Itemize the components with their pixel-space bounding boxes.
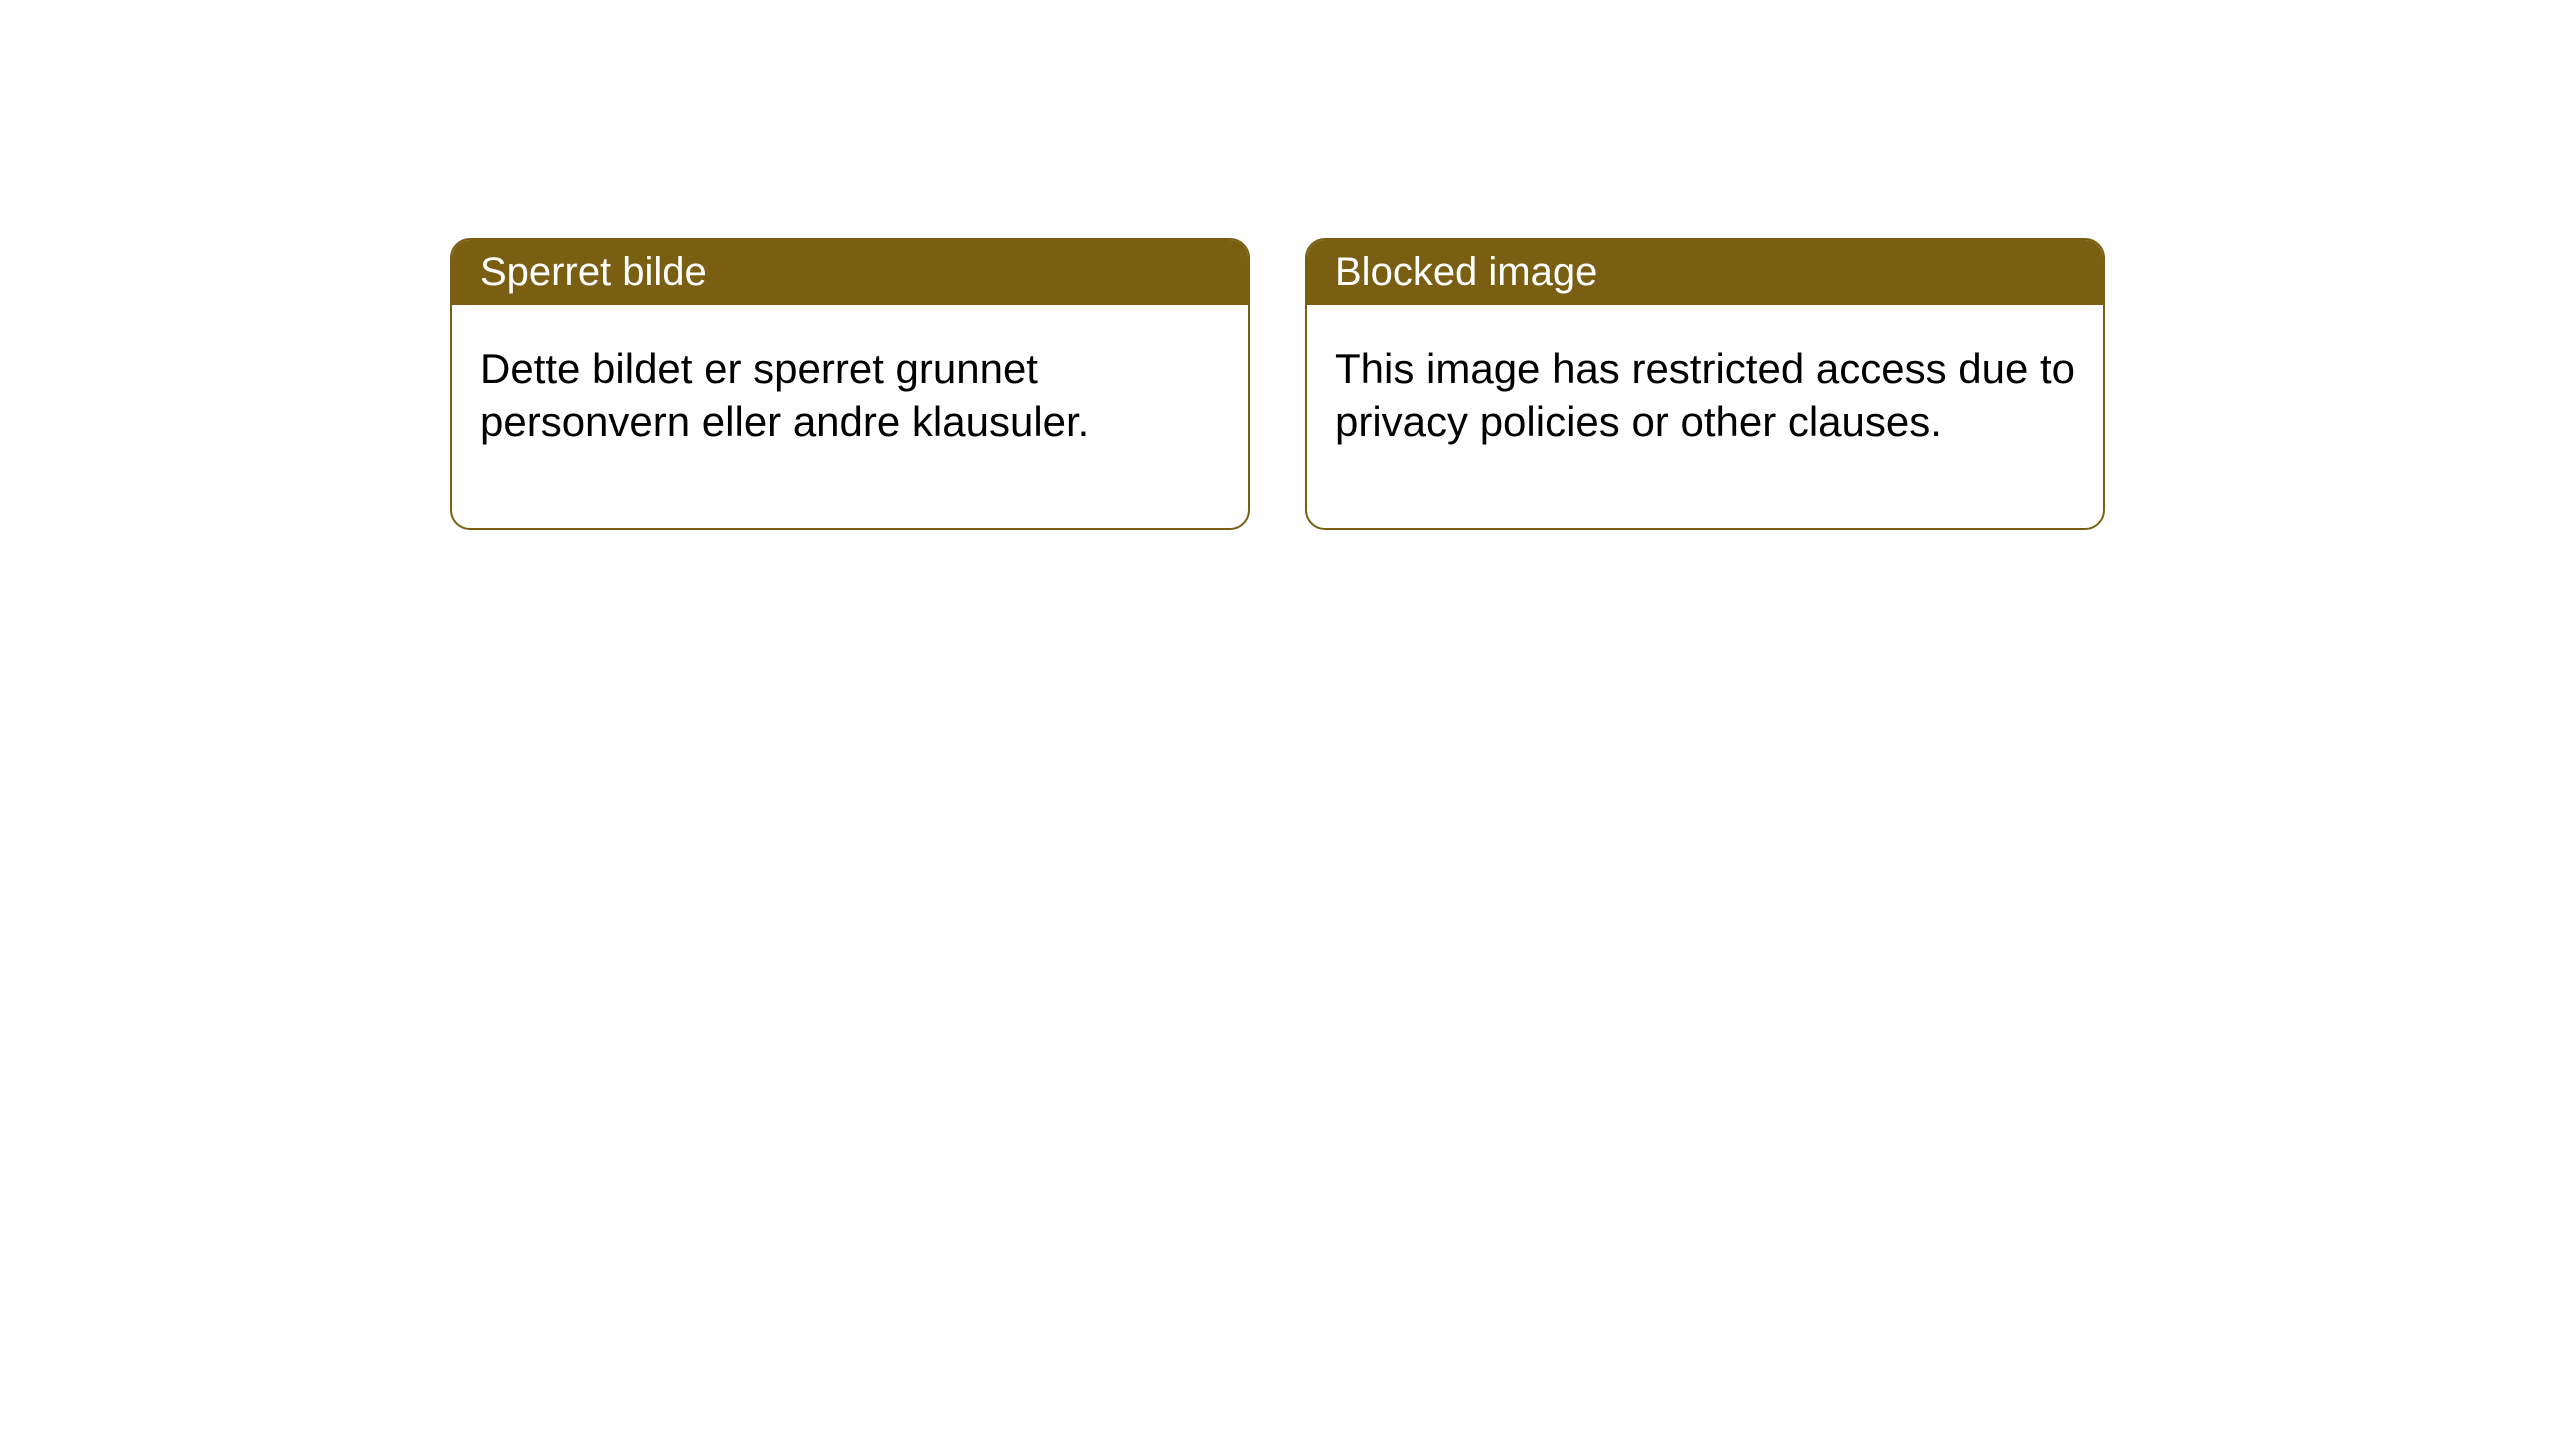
notice-title: Blocked image [1335, 250, 1597, 294]
notice-card-norwegian: Sperret bilde Dette bildet er sperret gr… [450, 238, 1250, 530]
notice-title: Sperret bilde [480, 250, 707, 294]
notice-body: This image has restricted access due to … [1307, 305, 2103, 528]
notice-header: Sperret bilde [452, 240, 1248, 305]
notice-body-text: Dette bildet er sperret grunnet personve… [480, 345, 1089, 445]
notice-container: Sperret bilde Dette bildet er sperret gr… [450, 238, 2105, 530]
notice-body-text: This image has restricted access due to … [1335, 345, 2075, 445]
notice-header: Blocked image [1307, 240, 2103, 305]
notice-body: Dette bildet er sperret grunnet personve… [452, 305, 1248, 528]
notice-card-english: Blocked image This image has restricted … [1305, 238, 2105, 530]
